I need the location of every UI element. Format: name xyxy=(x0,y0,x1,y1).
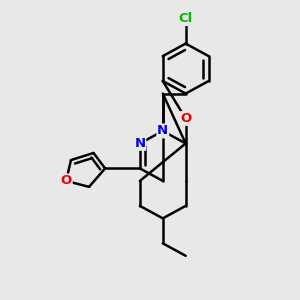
Text: N: N xyxy=(134,137,146,150)
Text: O: O xyxy=(180,112,191,125)
Text: O: O xyxy=(61,174,72,188)
Text: Cl: Cl xyxy=(178,12,193,25)
Text: N: N xyxy=(157,124,168,137)
